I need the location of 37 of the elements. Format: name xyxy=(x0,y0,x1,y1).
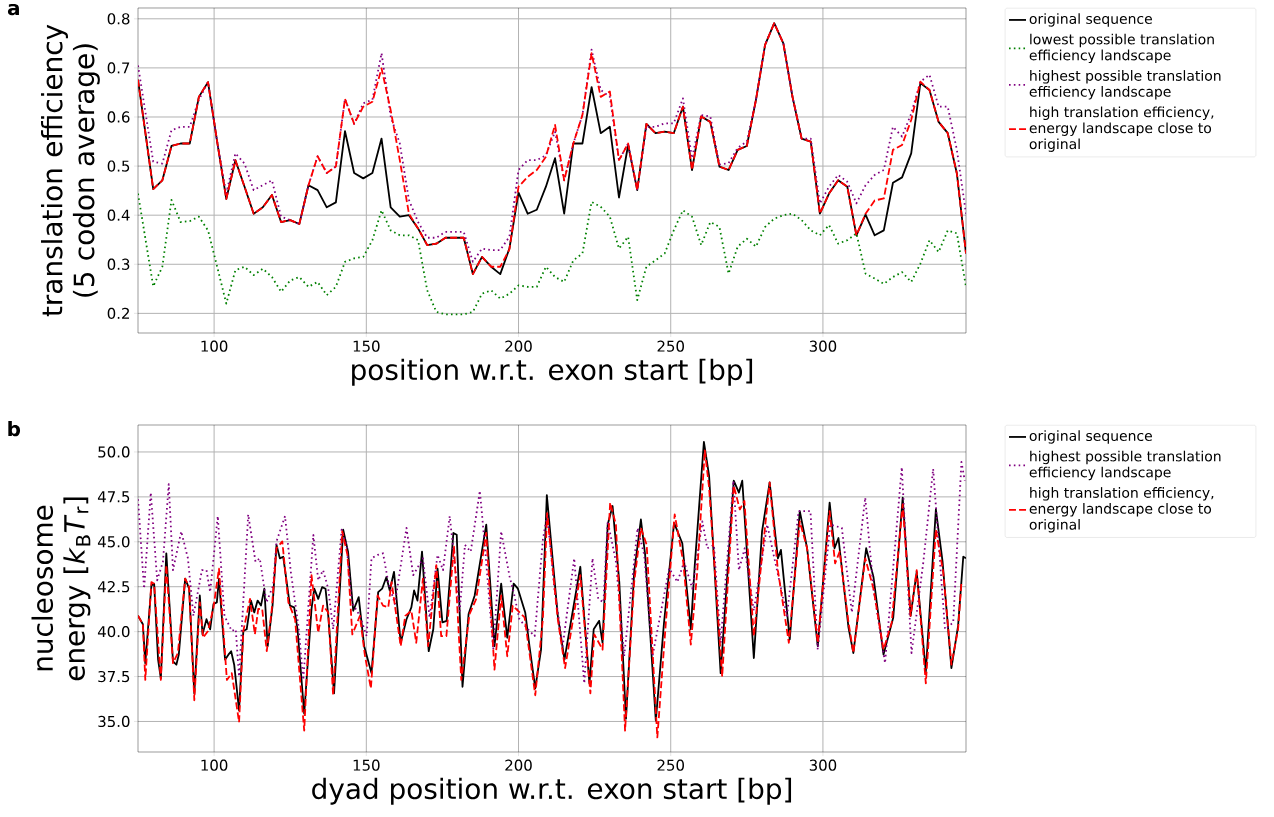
y-tick-label: 40.0 xyxy=(97,625,130,638)
chart-title: a xyxy=(7,3,19,16)
y-tick-label: 0.4 xyxy=(107,209,130,221)
legend-label: lowest possible translation efficiency landscape xyxy=(1029,33,1214,64)
y-tick-label: 0.8 xyxy=(107,13,130,25)
y-tick-label: 42.5 xyxy=(97,581,130,593)
x-tick-label: 100 xyxy=(201,340,228,352)
y-tick-label: 0.6 xyxy=(107,111,130,123)
x-tick-label: 200 xyxy=(505,759,532,771)
y-tick-label: 0.3 xyxy=(107,258,130,270)
x-tick-label: 300 xyxy=(809,759,837,771)
x-tick-label: 300 xyxy=(809,340,837,352)
legend-label: high translation efficiency, energy landscape close to original xyxy=(1029,106,1214,152)
legend-label: original sequence xyxy=(1029,430,1152,444)
y-tick-label: 37.5 xyxy=(98,670,130,683)
y-axis-title: translation efficiency (5 codon average) xyxy=(41,24,100,317)
x-tick-label: 150 xyxy=(353,340,380,352)
x-tick-label: 250 xyxy=(657,759,684,771)
y-tick-label: 0.7 xyxy=(107,62,130,74)
x-tick-label: 200 xyxy=(505,340,532,352)
x-tick-label: 100 xyxy=(201,759,228,771)
y-tick-label: 0.5 xyxy=(107,160,130,172)
y-tick-label: 0.2 xyxy=(107,307,129,320)
y-tick-label: 45.0 xyxy=(97,536,130,548)
x-axis-title: position w.r.t. exon start [bp] xyxy=(352,358,753,386)
legend-label: original sequence xyxy=(1029,13,1152,27)
line-series xyxy=(138,461,966,685)
chart-title: b xyxy=(8,420,21,437)
legend-label: highest possible translation efficiency landscape xyxy=(1029,70,1221,100)
legend-label: highest possible translation efficiency landscape xyxy=(1029,450,1221,481)
y-tick-label: 50.0 xyxy=(98,446,130,458)
x-tick-label: 150 xyxy=(353,759,380,771)
y-tick-label: 47.5 xyxy=(97,491,130,503)
x-tick-label: 250 xyxy=(657,340,684,352)
y-tick-label: 35.0 xyxy=(98,715,130,728)
legend-label: high translation efficiency, energy landscape close to original xyxy=(1029,487,1214,533)
x-axis-title: dyad position w.r.t. exon start [bp] xyxy=(312,777,792,805)
